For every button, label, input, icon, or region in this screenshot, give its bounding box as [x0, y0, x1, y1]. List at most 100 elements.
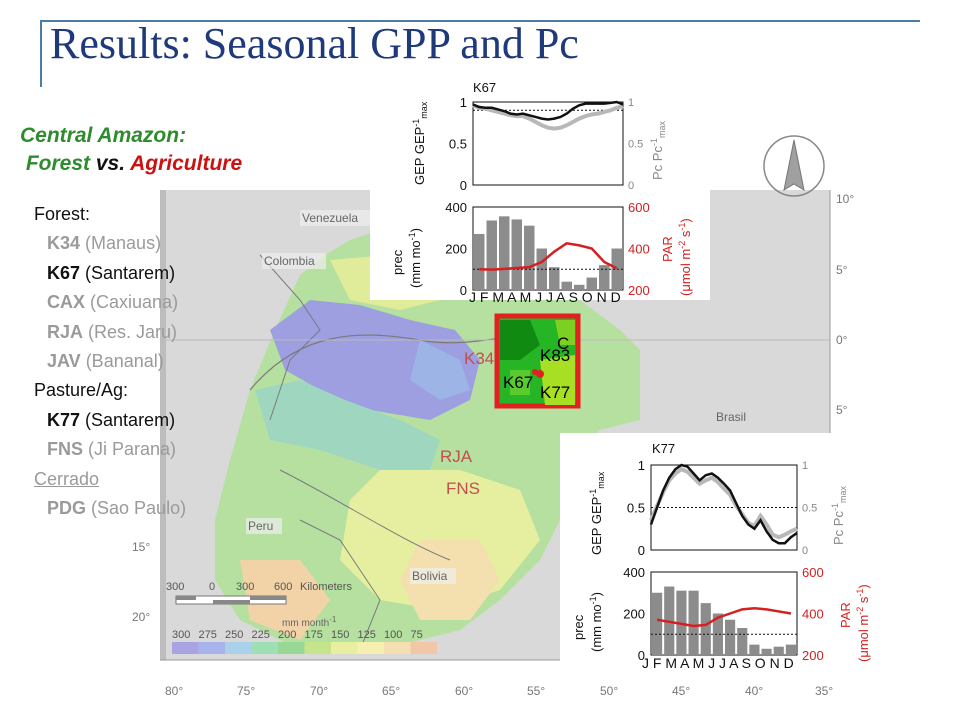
lon-label: 45°: [672, 684, 690, 698]
panel-title: K77: [652, 441, 675, 456]
site-label-c: C: [557, 334, 569, 353]
prec-axis-label-2: (mm mo-1): [407, 228, 423, 288]
y2-tick-label: 200: [628, 283, 650, 298]
y-tick-label: 1: [460, 95, 467, 110]
lon-label: 80°: [165, 684, 183, 698]
site-list-item: K77 (Santarem): [34, 406, 186, 435]
series-par: [656, 607, 792, 628]
y-tick-label: 200: [445, 242, 467, 257]
site-code: RJA: [47, 321, 84, 342]
gep-axis-label: GEP GEP-1max: [411, 101, 429, 185]
series-par: [479, 241, 618, 271]
prec-bar: [511, 219, 522, 290]
prec-bar: [785, 644, 796, 655]
north-arrow-icon: [763, 135, 825, 197]
prec-bar: [749, 644, 760, 655]
scale-bar: 300 0 300 600 Kilometers: [166, 581, 352, 605]
par-axis-label-2: (μmol m-2 s-1): [677, 218, 693, 296]
precip-legend-value: 100: [384, 629, 402, 641]
site-list-item: K34 (Manaus): [34, 229, 186, 258]
precip-legend-swatch: [225, 642, 252, 654]
lon-label: 70°: [310, 684, 328, 698]
precip-legend-value: 250: [225, 629, 243, 641]
chart-panel-k67: K67 0 0 0.5 0.5 1 1 GEP GEP-1max Pc Pc-1max 0…: [370, 75, 710, 305]
site-name: (Santarem): [80, 409, 176, 430]
precip-legend-swatch: [278, 642, 305, 654]
site-label-k83: K83: [540, 346, 570, 365]
forest-header: Forest:: [34, 204, 91, 224]
prec-bar: [524, 225, 535, 290]
site-list-item: FNS (Ji Parana): [34, 435, 186, 464]
pasture-header: Pasture/Ag:: [34, 380, 129, 401]
country-labels: Venezuela Colombia Brasil Peru Bolivia: [246, 210, 746, 584]
precip-legend-value: 200: [278, 629, 296, 641]
site-label-k67: K67: [503, 373, 533, 392]
country-label-venezuela: Venezuela: [302, 211, 358, 225]
prec-bar: [737, 628, 748, 655]
precip-legend-value: 125: [358, 629, 376, 641]
subtitle-agriculture: Agriculture: [130, 152, 243, 175]
y2-tick-label: 1: [628, 97, 634, 109]
site-name: (Santarem): [80, 262, 176, 283]
precip-legend-value: 275: [199, 629, 217, 641]
site-label-fns: FNS: [446, 479, 480, 498]
precip-legend-value: 150: [331, 629, 349, 641]
y-tick-label: 400: [445, 200, 467, 215]
title-rule-horizontal: [40, 20, 920, 22]
series-gep: [649, 463, 798, 545]
scale-tick: 300: [236, 581, 254, 593]
prec-bar: [599, 265, 610, 290]
site-list-item: RJA (Res. Jaru): [34, 318, 186, 347]
country-label-brasil: Brasil: [716, 410, 746, 424]
y2-tick-label: 400: [802, 607, 824, 622]
series-gep: [472, 100, 624, 121]
scale-unit: Kilometers: [300, 581, 352, 593]
site-label-k34: K34: [464, 349, 494, 368]
slide-subtitle: Central Amazon: Forest vs. Agriculture: [20, 122, 242, 178]
scale-tick: 300: [166, 581, 184, 593]
y-tick-label: 400: [623, 565, 645, 580]
y2-tick-label: 600: [802, 565, 824, 580]
site-code: CAX: [47, 292, 86, 313]
prec-bar: [725, 619, 736, 655]
lat-label: 5°: [836, 263, 848, 277]
site-name: (Res. Jaru): [83, 321, 178, 342]
month-axis: J F M A M J J A S O N D: [469, 289, 621, 305]
prec-bar: [688, 590, 699, 655]
prec-bar: [712, 613, 723, 655]
precip-legend-swatch: [304, 642, 331, 654]
cerrado-header: Cerrado: [34, 468, 100, 489]
site-list-item: K67 (Santarem): [34, 259, 186, 288]
prec-bar: [700, 603, 711, 655]
prec-bar: [761, 648, 772, 655]
site-name: (Sao Paulo): [86, 498, 187, 519]
precip-legend-swatch: [357, 642, 384, 654]
prec-bar: [652, 592, 663, 655]
y-tick-label: 0.5: [627, 501, 645, 516]
month-axis: J F M A M J J A S O N D: [642, 655, 794, 671]
y-tick-label: 0: [638, 543, 645, 558]
lat-label: 15°: [132, 540, 150, 554]
gep-axes: [472, 101, 624, 186]
site-label-k77: K77: [540, 383, 570, 402]
map-base: [160, 190, 830, 660]
site-list: Forest: K34 (Manaus) K67 (Santarem) CAX (C…: [34, 200, 186, 523]
scale-tick: 600: [274, 581, 292, 593]
subtitle-region: Central Amazon:: [20, 124, 187, 147]
lat-label: 5°: [836, 403, 848, 417]
y2-tick-label: 0: [628, 180, 634, 192]
chart-panel-k77: K77 0 0 0.5 0.5 1 1 GEP GEP-1max Pc Pc-1max 0…: [560, 433, 871, 673]
site-code: PDG: [47, 498, 87, 519]
pc-axis-label: Pc Pc-1max: [649, 121, 667, 180]
prec-axes: [650, 571, 798, 656]
series-pc: [472, 103, 624, 131]
y-tick-label: 0: [460, 283, 467, 298]
precip-legend-swatch: [251, 642, 278, 654]
precip-legend-value: 175: [305, 629, 323, 641]
precip-legend-value: 225: [252, 629, 270, 641]
y2-tick-label: 200: [802, 648, 824, 663]
site-name: (Manaus): [80, 233, 162, 254]
prec-bar: [499, 216, 510, 290]
lon-label: 35°: [815, 684, 833, 698]
